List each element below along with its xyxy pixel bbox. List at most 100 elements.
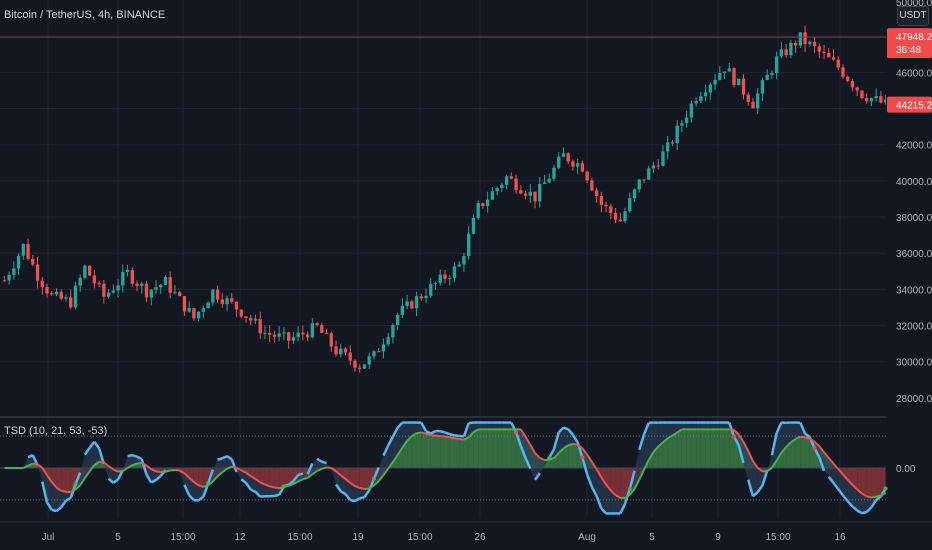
indicator-fill [672,432,678,468]
candle-body [590,180,594,191]
candle-body [774,56,779,74]
indicator-band-fill [468,422,474,438]
indicator-fill [610,468,616,496]
candle-body [268,332,272,335]
candle-body [846,76,850,82]
price-tick-label: 36000.00 [896,249,932,260]
candle-body [485,199,490,207]
candle-body [812,41,817,47]
indicator-fill [264,468,270,487]
price-tick-label: 30000.00 [896,358,932,369]
slow-line-segment [667,434,673,440]
candle-body [69,297,73,308]
indicator-fill [426,433,431,468]
fast-line-segment [27,454,34,459]
slow-line-segment [472,428,479,434]
fast-line-segment [846,500,854,508]
indicator-band-fill [89,441,95,472]
candle-body [789,42,793,56]
indicator-band-fill [696,422,701,430]
slow-line-segment [198,484,204,488]
fast-line-segment [842,494,849,503]
time-axis-label: 26 [474,532,486,543]
indicator-band-fill [132,455,138,466]
slow-line-segment [529,444,536,454]
fast-line-segment [112,478,119,484]
fast-line-segment [306,463,314,475]
indicator-band-fill [767,455,772,472]
indicator-band-fill [127,455,133,468]
fast-line-segment [287,480,295,486]
fast-line-segment [396,421,404,429]
fast-line-segment [761,470,769,486]
slow-line-segment [406,435,413,442]
fast-line-segment [150,478,157,484]
candle-body [874,96,878,99]
slow-line-segment [254,478,261,484]
candle-body [703,92,708,97]
time-axis-label: 15:00 [407,532,432,543]
slow-line-segment [733,429,740,436]
candle-body [78,277,82,286]
slow-line-segment [264,483,271,488]
high-price-value: 47948.23 [896,32,932,43]
candle-body [718,73,722,80]
fast-line-segment [595,495,603,509]
slow-line-segment [274,486,280,490]
high-price-badge [887,28,932,59]
fast-line-segment [221,455,228,460]
indicator-band-fill [61,490,66,508]
fast-line-segment [818,456,826,472]
slow-line-segment [411,432,418,438]
candle-body [542,182,547,184]
candle-body [509,176,513,179]
slow-line-segment [828,457,835,465]
indicator-fill [354,468,360,488]
time-axis-label: 9 [715,532,721,543]
indicator-fill [681,429,687,468]
slow-line-segment [41,467,48,476]
currency-button[interactable]: USDT [897,6,929,26]
candle-body [737,78,741,86]
candle-body [244,316,248,318]
fast-line-segment [197,495,205,502]
indicator-band-fill [681,422,687,430]
time-axis-label: 19 [352,532,364,543]
candle-body [538,183,542,202]
slow-line-segment [368,484,375,490]
time-axis-label: Aug [578,532,596,543]
indicator-fill [871,468,877,498]
candle-body [367,356,371,365]
indicator-band-fill [269,486,275,497]
candle-body [599,195,604,205]
indicator-fill [492,429,498,468]
slow-line-segment [430,434,436,437]
candle-body [391,324,395,338]
indicator-fill [430,435,436,468]
slow-line-segment [226,465,233,470]
candle-body [135,283,139,286]
price-axis-bg [886,0,932,550]
candle-body [343,348,348,353]
indicator-band-fill [847,479,853,507]
candle-body [666,142,670,152]
slow-line-segment [558,447,565,454]
candle-body [793,42,798,46]
candle-body [277,333,281,337]
slow-line-segment [107,465,114,471]
indicator-band-fill [781,422,787,453]
fast-line-segment [316,457,323,463]
candle-body [414,296,419,309]
indicator-fill [260,468,265,485]
price-tick-label: 38000.00 [896,213,932,224]
candle-body [324,332,329,334]
slow-line-segment [364,487,370,490]
slow-line-segment [22,464,29,469]
candle-body [59,291,63,299]
candle-body [381,344,386,352]
slow-line-segment [771,459,778,469]
fast-line-segment [747,479,755,497]
candle-body [727,68,731,72]
indicator-band-fill [492,422,498,430]
